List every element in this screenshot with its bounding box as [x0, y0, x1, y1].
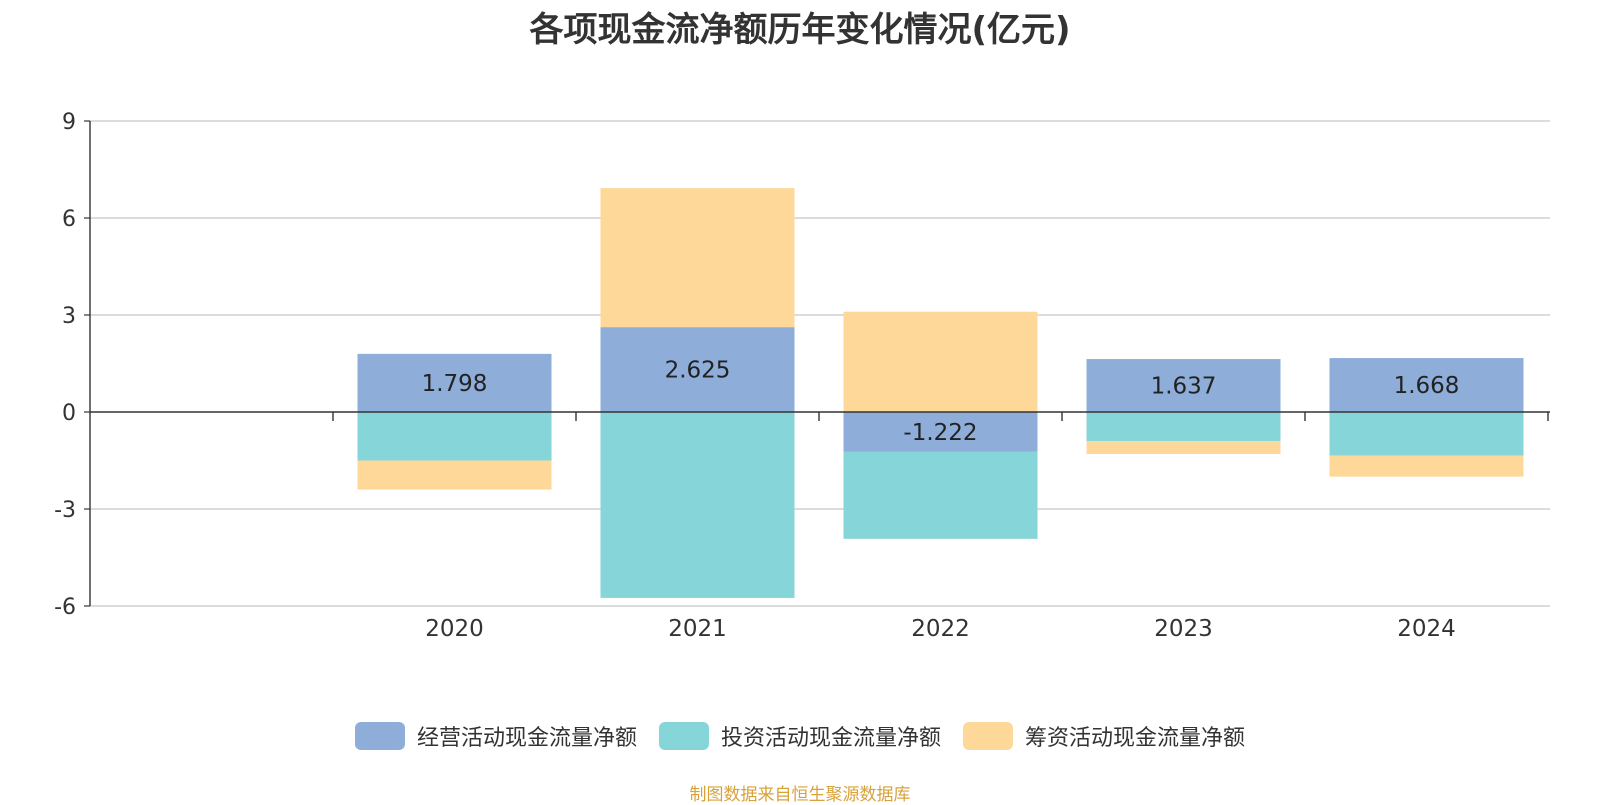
bar-operating-2024: [1329, 358, 1524, 412]
bar-financing-2022: [843, 311, 1038, 412]
bar-financing-2020: [357, 460, 552, 490]
bar-investing-2023: [1086, 412, 1281, 442]
data-label: 1.798: [422, 371, 488, 397]
bar-financing-2024: [1329, 455, 1524, 477]
x-tick-label: 2024: [1397, 616, 1456, 642]
bar-operating-2022: [843, 412, 1038, 452]
data-label: 1.637: [1151, 374, 1217, 400]
bar-investing-2022: [843, 451, 1038, 539]
legend-swatch-operating: [354, 722, 405, 750]
data-label: -1.222: [903, 420, 977, 446]
legend-label-operating: 经营活动现金流量净额: [416, 726, 637, 751]
legend-item-investing[interactable]: 投资活动现金流量净额: [658, 720, 941, 752]
y-tick-label: 0: [62, 401, 76, 426]
x-tick-label: 2020: [425, 616, 484, 642]
bar-operating-2023: [1086, 359, 1281, 412]
bar-investing-2020: [357, 412, 552, 461]
x-tick-label: 2022: [911, 616, 970, 642]
x-tick-label: 2023: [1154, 616, 1213, 642]
y-tick-label: 6: [62, 207, 76, 232]
bar-investing-2021: [600, 412, 795, 598]
legend-label-financing: 筹资活动现金流量净额: [1025, 726, 1246, 751]
chart-title: 各项现金流净额历年变化情况(亿元): [529, 10, 1071, 50]
bar-financing-2023: [1086, 441, 1281, 455]
y-tick-label: -6: [54, 595, 76, 620]
y-tick-label: 9: [62, 110, 76, 135]
legend: 经营活动现金流量净额 投资活动现金流量净额 筹资活动现金流量净额: [0, 720, 1600, 752]
legend-swatch-investing: [658, 722, 709, 750]
legend-swatch-financing: [963, 722, 1013, 750]
bar-operating-2020: [357, 353, 552, 412]
legend-item-operating[interactable]: 经营活动现金流量净额: [354, 720, 637, 752]
bar-operating-2021: [600, 327, 795, 412]
legend-item-financing[interactable]: 筹资活动现金流量净额: [963, 720, 1245, 752]
data-label: 1.668: [1394, 373, 1460, 399]
y-tick-label: -3: [54, 498, 76, 523]
bar-investing-2024: [1329, 412, 1524, 456]
data-label: 2.625: [665, 358, 731, 384]
source-note: 制图数据来自恒生聚源数据库: [689, 785, 911, 805]
bar-financing-2021: [600, 188, 795, 328]
y-tick-label: 3: [62, 304, 76, 329]
x-tick-label: 2021: [668, 616, 727, 642]
legend-label-investing: 投资活动现金流量净额: [720, 726, 941, 751]
